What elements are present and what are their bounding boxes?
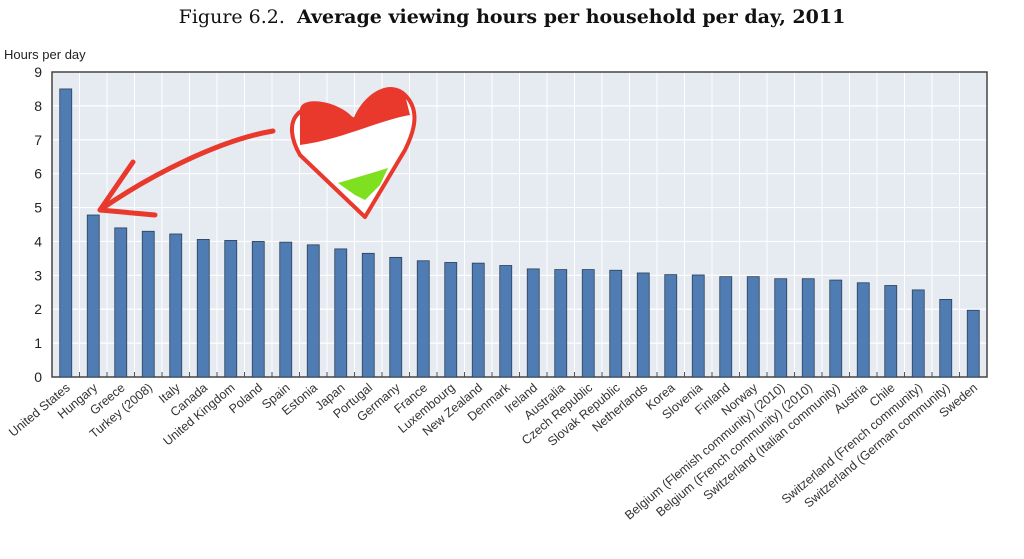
bar-slovenia <box>691 274 705 378</box>
bar-slovak-republic <box>609 269 623 378</box>
heart-outline <box>289 87 417 219</box>
bar-greece <box>114 227 128 378</box>
bar-norway <box>746 276 760 378</box>
bar-finland <box>719 276 733 378</box>
bar-poland <box>251 241 265 378</box>
bar-czech-republic <box>581 269 595 378</box>
bar-canada <box>196 239 210 378</box>
bar-denmark <box>499 265 513 378</box>
bar-belgium-french-community-2010- <box>801 278 815 378</box>
bar-united-states <box>59 88 73 378</box>
heart-fill-green <box>338 168 388 200</box>
bar-ireland <box>526 268 540 378</box>
bar-japan <box>334 248 348 378</box>
bar-netherlands <box>636 272 650 378</box>
title-text: Average viewing hours per household per … <box>297 6 846 28</box>
arrow-head-icon <box>97 159 158 218</box>
y-tick-label: 4 <box>34 233 42 249</box>
y-tick-label: 8 <box>34 98 42 114</box>
bar-germany <box>389 256 403 378</box>
y-tick-label: 1 <box>34 335 42 351</box>
bar-austria <box>856 282 870 378</box>
bar-belgium-flemish-community-2010- <box>774 278 788 378</box>
bar-turkey-2008- <box>141 230 155 378</box>
y-tick-label: 7 <box>34 132 42 148</box>
bar-hungary <box>86 214 100 378</box>
bar-portugal <box>361 252 375 378</box>
bar-switzerland-french-community- <box>911 289 925 378</box>
bar-united-kingdom <box>224 240 238 378</box>
y-axis-label: Hours per day <box>4 47 86 62</box>
heart-doodle-icon <box>97 87 417 219</box>
bar-new-zealand <box>471 262 485 378</box>
bar-switzerland-german-community- <box>939 298 953 378</box>
heart-fill-red <box>300 89 410 145</box>
y-tick-label: 2 <box>34 301 42 317</box>
bar-korea <box>664 274 678 378</box>
bar-chile <box>884 285 898 378</box>
bar-spain <box>279 241 293 378</box>
figure-number: Figure 6.2. <box>178 6 285 28</box>
bar-sweden <box>966 309 980 378</box>
bar-switzerland-italian-community- <box>829 279 843 378</box>
y-tick-label: 5 <box>34 200 42 216</box>
bar-luxembourg <box>444 262 458 378</box>
y-tick-label: 3 <box>34 267 42 283</box>
y-tick-label: 0 <box>34 369 42 385</box>
arrow-shaft <box>97 128 276 213</box>
plot-border <box>51 71 988 378</box>
bar-italy <box>169 233 183 378</box>
y-tick-label: 6 <box>34 166 42 182</box>
bar-estonia <box>306 244 320 378</box>
bar-australia <box>554 269 568 378</box>
chart-title: Figure 6.2. Average viewing hours per ho… <box>0 6 1024 28</box>
y-tick-label: 9 <box>34 64 42 80</box>
bar-france <box>416 260 430 378</box>
